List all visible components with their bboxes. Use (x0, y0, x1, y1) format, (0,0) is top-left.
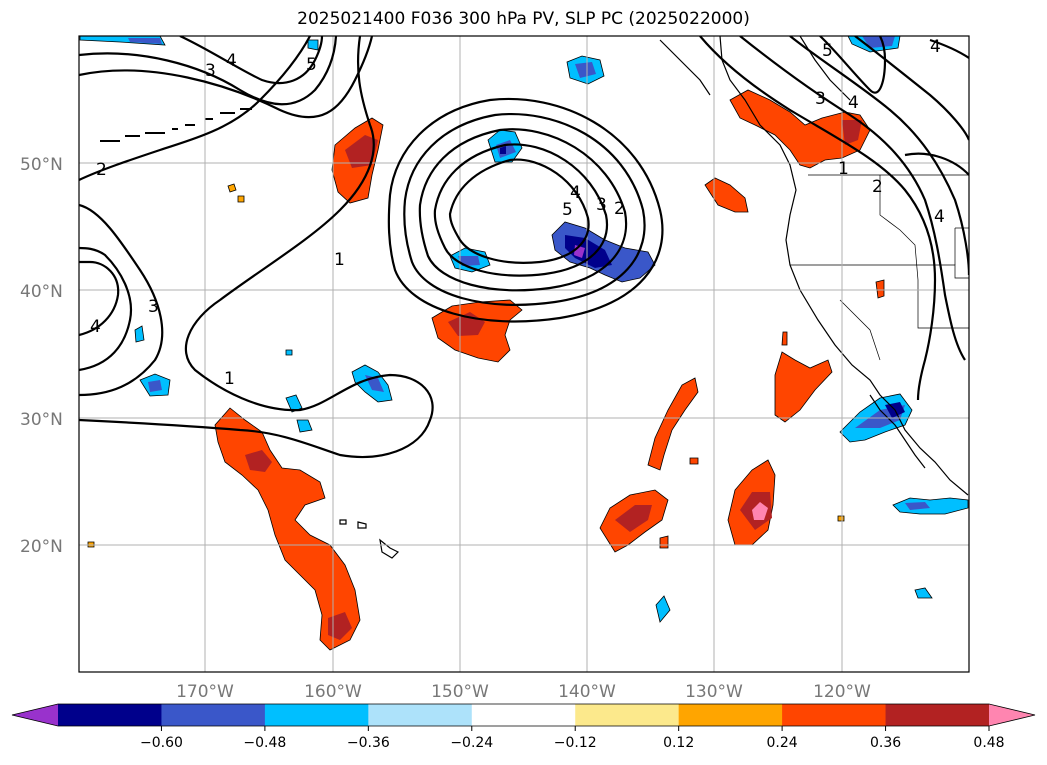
positive-pv-anomalies (87, 89, 885, 651)
contour-label: 3 (596, 195, 607, 215)
slp-contour-3-north (79, 36, 338, 106)
contour-label: 4 (848, 93, 859, 113)
colorbar-tick-label: 0.36 (870, 735, 901, 751)
contour-label: 1 (224, 369, 235, 389)
contour-label: 3 (205, 61, 216, 81)
slp-contour-5-west (79, 260, 120, 337)
slp-contour-east-5 (904, 152, 969, 176)
contour-label: 2 (96, 160, 107, 180)
slp-contour-1-west (79, 36, 434, 459)
contour-label: 2 (872, 177, 883, 197)
slp-contour-east-7 (819, 36, 887, 94)
contour-labels: 3 4 5 2 1 3 4 4 5 3 2 1 5 4 3 4 1 2 4 (90, 37, 945, 389)
lon-label: 140°W (558, 682, 616, 702)
map-title: 2025021400 F036 300 hPa PV, SLP PC (2025… (297, 9, 750, 29)
colorbar-tick-label: 0.12 (663, 735, 694, 751)
latitude-labels: 50°N 40°N 30°N 20°N (20, 155, 63, 557)
aleutian-islands (100, 108, 252, 142)
colorbar-tick-label: −0.12 (554, 735, 597, 751)
slp-contour-2-west (79, 36, 311, 181)
lon-label: 120°W (813, 682, 871, 702)
pv-anomaly-streak (647, 377, 699, 471)
contour-label: 5 (562, 200, 573, 220)
lon-label: 130°W (685, 682, 743, 702)
lat-label: 40°N (20, 282, 63, 302)
pv-anomaly-small-1 (704, 177, 749, 213)
colorbar-tick-label: −0.60 (140, 735, 183, 751)
slp-contours (79, 36, 969, 459)
gridlines (79, 36, 969, 672)
lat-label: 30°N (20, 410, 63, 430)
colorbar-tick-label: 0.48 (973, 735, 1004, 751)
slp-contour-closed-2 (403, 113, 646, 306)
slp-contour-east-2 (739, 36, 966, 361)
pv-anomaly-plume-core-2 (328, 612, 352, 640)
colorbar-tick-label: −0.36 (347, 735, 390, 751)
colorbar-segment (471, 704, 576, 726)
colorbar-extend-high (989, 704, 1035, 726)
pv-anomaly-plume-core-1 (245, 450, 272, 472)
contour-label: 1 (838, 159, 849, 179)
slp-contour-4-north (179, 36, 324, 85)
contour-label: 4 (934, 207, 945, 227)
colorbar-tick-label: −0.24 (450, 735, 493, 751)
slp-contour-closed-4 (433, 143, 609, 277)
colorbar-segment (678, 704, 783, 726)
contour-label: 1 (334, 250, 345, 270)
colorbar-segment (161, 704, 266, 726)
slp-contour-closed-1 (387, 97, 664, 323)
colorbar-segment (885, 704, 990, 726)
slp-contour-east-4 (854, 36, 969, 141)
colorbar-extend-low (12, 704, 58, 726)
pv-anomaly-negative-6 (892, 497, 969, 515)
lat-label: 20°N (20, 537, 63, 557)
slp-contour-3-west (79, 203, 164, 397)
slp-contour-4-west (79, 246, 133, 372)
lon-label: 150°W (431, 682, 489, 702)
slp-contour-closed-3 (418, 128, 628, 292)
slp-contour-east-6 (929, 38, 969, 59)
lon-label: 160°W (304, 682, 362, 702)
colorbar-tick-label: −0.48 (243, 735, 286, 751)
contour-label: 3 (815, 89, 826, 109)
contour-label: 2 (614, 199, 625, 219)
political-borders (790, 174, 969, 361)
contour-label: 4 (90, 317, 101, 337)
pv-anomaly-british-columbia (729, 89, 871, 169)
slp-contour-east-1 (699, 36, 937, 401)
contour-label: 4 (570, 183, 581, 203)
colorbar: −0.60 −0.48 −0.36 −0.24 −0.12 0.12 0.24 0.36 0.4… (11, 703, 1036, 751)
colorbar-outline (11, 703, 1036, 727)
slp-contour-2-north (79, 36, 374, 119)
colorbar-segment (782, 704, 887, 726)
colorbar-segment (58, 704, 162, 726)
colorbar-segment (264, 704, 369, 726)
contour-label: 3 (148, 297, 159, 317)
colorbar-segment (575, 704, 680, 726)
colorbar-tick-label: 0.24 (767, 735, 798, 751)
lon-label: 170°W (176, 682, 234, 702)
pv-anomaly-baja (774, 351, 833, 423)
plot-frame (78, 35, 970, 673)
contour-label: 4 (226, 51, 237, 71)
longitude-labels: 170°W 160°W 150°W 140°W 130°W 120°W (176, 682, 871, 702)
contour-label: 4 (930, 37, 941, 57)
map-area: 3 4 5 2 1 3 4 4 5 3 2 1 5 4 3 4 1 2 4 (79, 36, 969, 672)
contour-label: 5 (822, 41, 833, 61)
colorbar-segment (368, 704, 473, 726)
lat-label: 50°N (20, 155, 63, 175)
contour-label: 5 (306, 55, 317, 75)
slp-contour-east-3 (789, 36, 969, 276)
slp-contour-closed-5 (448, 158, 590, 264)
